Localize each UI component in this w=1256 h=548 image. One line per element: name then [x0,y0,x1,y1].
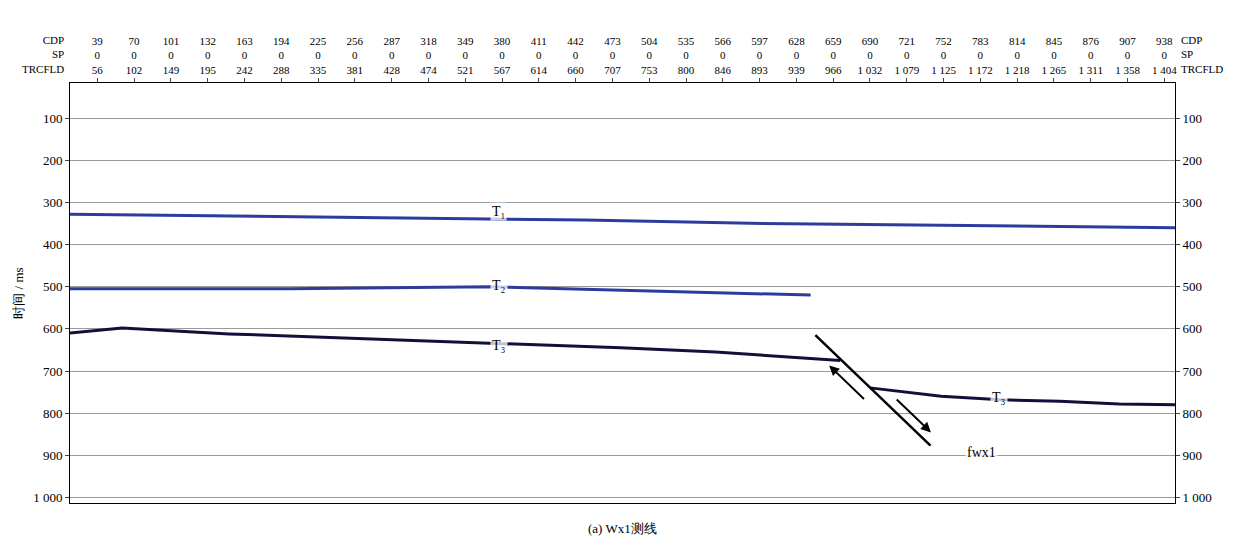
svg-text:75201 125: 75201 125 [931,35,956,76]
svg-text:81401 218: 81401 218 [1005,35,1030,76]
svg-text:1 000: 1 000 [1183,490,1212,505]
svg-text:100: 100 [1183,111,1203,126]
svg-text:600: 600 [43,321,63,336]
svg-text:700102: 700102 [126,35,143,76]
svg-text:200: 200 [1183,153,1203,168]
svg-text:2560381: 2560381 [347,35,364,76]
svg-text:72101 079: 72101 079 [894,35,919,76]
svg-text:200: 200 [43,153,63,168]
svg-text:90701 358: 90701 358 [1115,35,1140,76]
svg-text:1940288: 1940288 [273,35,290,76]
svg-text:T₂: T₂ [492,278,506,293]
svg-text:T₃: T₃ [492,338,506,353]
svg-text:69001 032: 69001 032 [858,35,883,76]
svg-text:400: 400 [43,237,63,252]
svg-text:T₁: T₁ [492,204,505,219]
svg-text:400: 400 [1183,237,1203,252]
svg-text:600: 600 [1183,321,1203,336]
svg-text:87601 311: 87601 311 [1079,35,1103,76]
svg-text:T₃: T₃ [992,390,1006,405]
svg-text:5040753: 5040753 [641,35,658,76]
svg-text:1010149: 1010149 [163,35,180,76]
svg-text:800: 800 [1183,406,1203,421]
svg-text:(a) Wx1测线: (a) Wx1测线 [588,521,657,536]
svg-text:4420660: 4420660 [567,35,584,76]
svg-text:78301 172: 78301 172 [968,35,993,76]
svg-text:CDPSPTRCFLD: CDPSPTRCFLD [1181,34,1223,75]
svg-text:1 000: 1 000 [33,490,62,505]
svg-text:500: 500 [1183,279,1203,294]
svg-text:800: 800 [43,406,63,421]
svg-text:时间 / ms: 时间 / ms [11,267,26,318]
svg-text:3180474: 3180474 [420,35,437,76]
svg-text:5660846: 5660846 [715,35,732,76]
svg-text:93801 404: 93801 404 [1152,35,1177,76]
svg-text:3800567: 3800567 [494,35,511,76]
svg-text:2870428: 2870428 [383,35,400,76]
svg-text:6590966: 6590966 [825,35,842,76]
svg-text:700: 700 [43,364,63,379]
svg-text:39056: 39056 [92,35,104,76]
svg-text:6280939: 6280939 [788,35,805,76]
svg-text:700: 700 [1183,364,1203,379]
svg-text:84501 265: 84501 265 [1042,35,1067,76]
svg-text:300: 300 [43,195,63,210]
svg-text:500: 500 [43,279,63,294]
svg-text:1320195: 1320195 [199,35,216,76]
svg-text:fwx1: fwx1 [967,445,996,460]
svg-text:900: 900 [43,448,63,463]
svg-text:900: 900 [1183,448,1203,463]
svg-text:3490521: 3490521 [457,35,474,76]
svg-text:5350800: 5350800 [678,35,695,76]
svg-text:4110614: 4110614 [531,35,548,76]
svg-text:100: 100 [43,111,63,126]
svg-text:CDPSPTRCFLD: CDPSPTRCFLD [22,34,64,75]
svg-text:4730707: 4730707 [604,35,621,76]
svg-text:1630242: 1630242 [236,35,253,76]
svg-text:2250335: 2250335 [310,35,327,76]
svg-text:5970893: 5970893 [751,35,768,76]
svg-text:300: 300 [1183,195,1203,210]
